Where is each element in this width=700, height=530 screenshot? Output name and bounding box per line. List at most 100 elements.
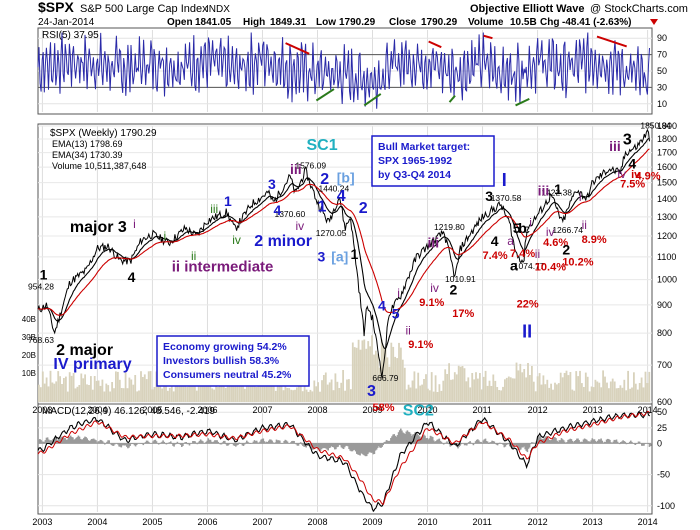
wave-label: i	[397, 286, 400, 300]
volume-bar	[606, 382, 608, 402]
macd-histogram-bar	[620, 442, 622, 444]
macd-histogram-bar	[206, 440, 208, 444]
volume-bar	[540, 384, 543, 402]
macd-histogram-bar	[475, 439, 478, 444]
macd-histogram-bar	[78, 436, 81, 444]
macd-histogram-bar	[50, 440, 52, 444]
macd-histogram-bar	[416, 433, 419, 444]
wave-label: 4.6%	[543, 237, 568, 249]
macd-histogram-bar	[384, 441, 387, 444]
volume-bar	[120, 388, 123, 402]
macd-histogram-bar	[157, 443, 160, 445]
volume-bar	[581, 383, 583, 402]
volume-bar	[423, 379, 425, 402]
macd-histogram-bar	[318, 443, 321, 451]
macd-histogram-bar	[338, 443, 340, 445]
macd-histogram-bar	[350, 443, 353, 452]
price-annotation: 1576.09	[295, 161, 326, 171]
macd-histogram-bar	[363, 443, 366, 456]
macd-histogram-bar	[369, 443, 371, 452]
macd-histogram-bar	[493, 441, 496, 444]
wave-label: 7.5%	[620, 178, 645, 190]
volume-bar	[138, 390, 140, 402]
volume-bar	[380, 339, 383, 402]
wave-label: 5	[392, 306, 400, 322]
macd-histogram-bar	[80, 439, 83, 444]
macd-histogram-bar	[227, 443, 229, 446]
macd-histogram-bar	[547, 438, 550, 444]
volume-bar	[432, 391, 435, 402]
macd-histogram-bar	[209, 439, 212, 444]
volume-bar	[342, 370, 344, 402]
volume-bar	[267, 380, 269, 402]
volume-bar	[66, 391, 69, 402]
volume-bar	[167, 390, 169, 402]
macd-histogram-bar	[511, 443, 513, 449]
volume-bar	[617, 388, 620, 402]
wave-label: 4	[491, 233, 499, 249]
sentiment-box	[156, 335, 310, 387]
wave-label: IV primary	[53, 356, 131, 373]
volume-bar	[646, 383, 649, 402]
bull-market-target-line: SPX 1965-1992	[378, 155, 452, 167]
rsi-y-tick-label: 10	[657, 99, 667, 109]
macd-histogram-bar	[573, 440, 576, 444]
volume-bar	[165, 380, 167, 402]
macd-histogram-bar	[94, 439, 96, 444]
macd-histogram-bar	[60, 437, 62, 444]
macd-histogram-bar	[186, 443, 189, 445]
macd-histogram-bar	[459, 443, 461, 446]
volume-bar	[594, 379, 597, 402]
wave-label: 10.4%	[535, 261, 566, 273]
macd-histogram-bar	[272, 442, 274, 444]
macd-histogram-bar	[165, 443, 168, 445]
macd-histogram-bar	[303, 443, 305, 447]
macd-histogram-bar	[82, 439, 84, 444]
macd-histogram-bar	[492, 441, 494, 444]
volume-bar	[488, 380, 491, 402]
volume-bar	[217, 387, 219, 402]
macd-histogram-bar	[490, 442, 492, 444]
wave-label: iii	[428, 234, 440, 250]
macd-histogram-bar	[221, 442, 224, 444]
price-y-tick-label: 800	[657, 328, 672, 338]
macd-histogram-bar	[397, 432, 400, 444]
macd-histogram-bar	[193, 441, 195, 444]
wave-label: iii	[609, 138, 621, 154]
macd-histogram-bar	[131, 443, 134, 444]
volume-bar	[215, 378, 217, 402]
macd-histogram-bar	[641, 443, 643, 446]
macd-histogram-bar	[544, 437, 546, 444]
volume-bar	[375, 350, 377, 402]
macd-histogram-bar	[460, 443, 463, 445]
macd-histogram-bar	[62, 436, 64, 444]
macd-histogram-bar	[43, 441, 46, 444]
macd-histogram-bar	[398, 430, 401, 444]
volume-bar	[224, 388, 227, 402]
macd-histogram-bar	[396, 435, 399, 444]
macd-histogram-bar	[583, 438, 586, 444]
volume-bar	[590, 386, 593, 402]
macd-histogram-bar	[478, 440, 480, 444]
macd-histogram-bar	[558, 440, 561, 444]
macd-histogram-bar	[469, 441, 471, 444]
price-annotation: 1270.05	[316, 228, 347, 238]
wave-label: 4	[628, 156, 636, 172]
macd-histogram-bar	[128, 443, 130, 448]
price-x-tick-label: 2006	[197, 405, 217, 415]
macd-histogram-bar	[112, 443, 115, 446]
macd-histogram-bar	[524, 443, 526, 450]
macd-histogram-bar	[601, 440, 603, 444]
macd-histogram-bar	[224, 440, 226, 444]
macd-histogram-bar	[359, 443, 361, 456]
macd-histogram-bar	[591, 438, 594, 444]
volume-bar	[502, 386, 504, 402]
wave-label: 1	[224, 193, 232, 209]
volume-bar	[259, 377, 262, 402]
macd-histogram-bar	[253, 440, 256, 444]
macd-histogram-bar	[219, 443, 222, 445]
wave-label: 2 major	[56, 342, 113, 359]
chg-value: -48.41 (-2.63%)	[562, 17, 631, 28]
volume-bar	[583, 387, 585, 402]
volume-bar	[517, 370, 520, 402]
